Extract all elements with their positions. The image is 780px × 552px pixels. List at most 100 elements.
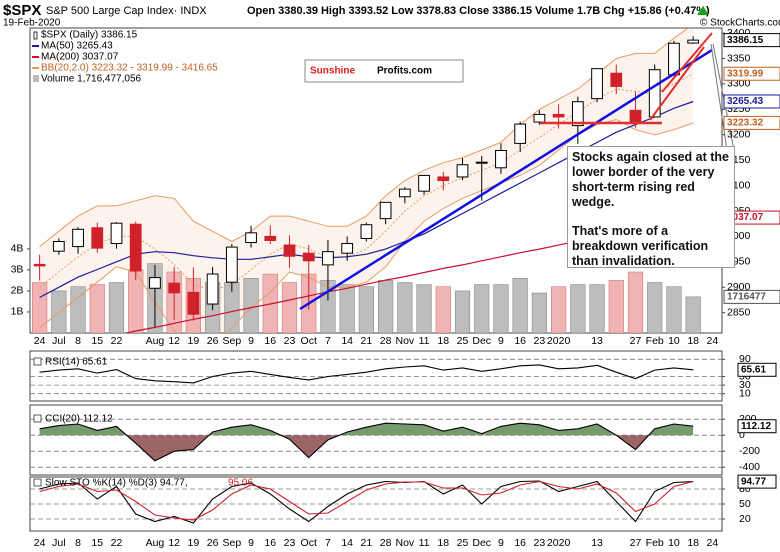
value-box [723,94,780,109]
logo-box [304,59,464,83]
legend-entry: $SPX (Daily) 3386.15 [41,30,138,41]
band-upper [39,28,690,247]
legend-entry: MA(200) 3037.07 [41,52,119,63]
volume-bar [454,290,471,333]
value-box [737,474,777,489]
cci-plot [30,418,722,468]
volume-bar [512,278,528,333]
y-tick-label: 0 [739,429,745,441]
candle-body [187,291,200,315]
value-box-label: 65.61 [741,364,766,375]
rsi-title: RSI(14) 65.61 [45,357,108,368]
x-tick-label: 9 [248,537,254,549]
wedge-upper [661,32,713,93]
x-tick-label: 21 [361,335,373,347]
value-box [723,289,780,304]
volume-tick-label: 1B [11,306,24,318]
y-tick-label: -200 [739,445,760,457]
x-tick-label: 23 [534,335,546,347]
legend-swatch [33,75,39,82]
symbol-name: S&P 500 Large Cap Index· INDX [46,5,207,17]
volume-bar [435,286,451,333]
x-tick-label: 18 [687,537,699,549]
x-tick-label: 24 [34,335,46,347]
symbol: $SPX [3,2,41,19]
candle-body [129,223,142,272]
value-box [737,362,777,377]
x-tick-label: 16 [514,335,526,347]
date: 19-Feb-2020 [3,18,61,29]
x-tick-label: 24 [707,537,719,549]
band-middle [39,73,694,291]
rsi-plot [30,358,722,395]
cci-title: CCI(20) 112.12 [45,414,113,425]
x-tick-label: Sep [222,537,241,549]
x-tick-label: 24 [34,537,46,549]
panel-icon [33,478,42,487]
value-box-label: 3319.99 [727,68,764,79]
candle-body [283,244,296,257]
x-tick-label: 22 [111,537,123,549]
value-box [723,115,780,130]
annotation: Stocks again closed at the lower border … [572,150,729,209]
x-tick-label: 13 [591,335,603,347]
volume-bar [397,282,413,333]
y-tick-label: 20 [739,513,751,525]
x-tick-label: 10 [668,335,680,347]
value-box-label: 3223.32 [727,118,764,129]
indicator-line [39,422,694,462]
area-below [39,435,694,461]
x-tick-label: 26 [207,537,219,549]
wedge-lower [649,46,705,121]
trend-line [299,48,713,311]
candle-body [245,232,257,244]
x-tick-label: 25 [457,537,469,549]
volume-bar [358,286,374,333]
value-box [723,33,780,48]
volume-bar [281,282,298,333]
candle-body [360,224,373,239]
pointer [710,43,728,151]
candle-body [591,68,603,100]
quote: Open 3380.39 High 3393.52 Low 3378.83 Cl… [247,5,710,17]
legend-entry: Volume 1,716,477,056 [41,74,142,85]
candle-body [610,72,623,87]
x-tick-label: 19 [188,335,200,347]
candle-body [302,252,315,262]
legend: $SPX (Daily) 3386.15 MA(50) 3265.43 MA(2… [32,30,218,85]
x-tick-label: Oct [301,537,317,549]
candle-body [533,113,546,123]
y-tick-label: 30 [739,379,751,391]
x-tick-label: Sep [222,335,241,347]
sto-title: 95.06 [228,478,253,489]
x-tick-label: 9 [248,335,254,347]
value-box-label: 1716477 [727,292,766,303]
y-tick-label: 10 [739,387,751,399]
x-tick-label: 28 [380,335,392,347]
volume-tick-label: 2B [11,285,24,297]
x-tick-label: Dec [472,537,491,549]
value-box [723,66,780,81]
volume-bar [685,296,701,333]
x-tick-label: 28 [380,537,392,549]
y-tick-label: 50 [739,498,751,510]
x-tick-label: 15 [91,537,103,549]
x-tick-label: 12 [168,335,180,347]
candle-body [149,277,161,289]
candle-body [322,251,334,266]
value-box [737,419,777,434]
x-tick-label: 27 [630,335,642,347]
indicator-line [39,480,694,521]
candle-body [168,282,181,294]
candle-body [110,222,123,245]
x-tick-label: 18 [437,335,449,347]
x-tick-label: 14 [341,537,353,549]
volume-bar [243,278,259,333]
x-tick-label: Feb [646,537,664,549]
candle-body [379,201,392,220]
volume-bar [627,271,644,333]
volume-bar [51,290,67,333]
y-tick-label: 80 [739,483,751,495]
legend-swatch [33,31,38,40]
x-tick-label: Aug [146,335,165,347]
